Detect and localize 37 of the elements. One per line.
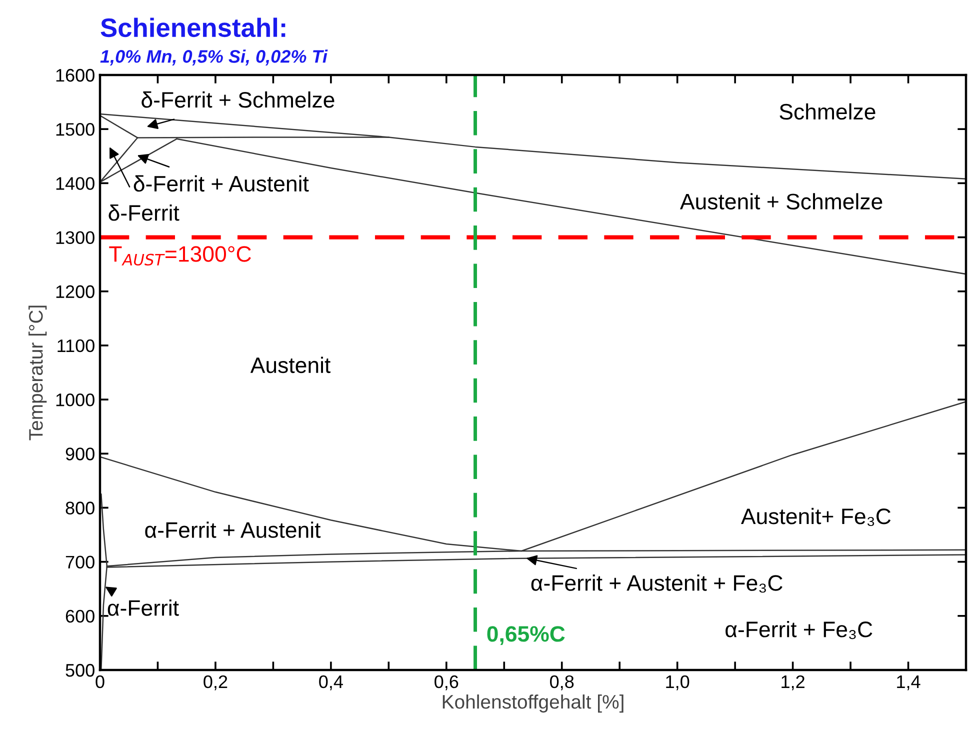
x-tick-label: 0,8	[550, 675, 574, 690]
annotation: δ-Ferrit + Schmelze	[142, 91, 334, 108]
y-axis-title: Temperatur [°C]	[28, 306, 47, 440]
x-axis-title: Kohlenstoffgehalt [%]	[442, 694, 624, 713]
y-tick-label: 900	[66, 448, 94, 460]
chart-subtitle: 1,0% Mn, 0,5% Si, 0,02% Ti	[100, 50, 328, 66]
x-tick-label: 1,0	[666, 675, 690, 690]
ref-line-label: T$_{AUST}$=1300°C	[109, 246, 251, 266]
annotation: δ-Ferrit	[108, 204, 180, 221]
annotation: α-Ferrit + Austenit	[145, 522, 321, 538]
y-tick-label: 1100	[58, 339, 94, 352]
y-tick-label: 1200	[56, 285, 94, 298]
annotation: δ-Ferrit + Austenit	[134, 175, 309, 192]
annotation: α-Ferrit + Austenit + Fe₃C	[531, 574, 782, 593]
y-tick-label: 700	[66, 556, 94, 569]
annotation: Austenit	[250, 356, 331, 374]
x-tick-label: 0,4	[319, 675, 343, 690]
y-tick-label: 1300	[56, 231, 94, 244]
annotation: α-Ferrit	[108, 600, 179, 616]
y-tick-label: 1500	[56, 123, 94, 136]
y-tick-label: 500	[66, 664, 94, 677]
y-tick-label: 1000	[56, 393, 94, 406]
annotation: Austenit+ Fe₃C	[740, 508, 891, 526]
x-tick-label: 0	[96, 675, 104, 688]
annotation: Schmelze	[780, 103, 876, 120]
y-tick-label: 1600	[56, 68, 94, 82]
x-tick-label: 0,6	[434, 675, 458, 690]
y-tick-label: 600	[66, 610, 94, 623]
x-tick-label: 1,2	[782, 675, 804, 690]
chart-title: Schienenstahl:	[100, 18, 286, 38]
x-tick-label: 1,4	[897, 676, 920, 690]
annotation: Austenit + Schmelze	[680, 193, 882, 210]
y-tick-label: 800	[66, 502, 94, 514]
ref-line-label: 0,65%C	[487, 626, 565, 646]
y-tick-label: 1400	[56, 177, 94, 190]
x-tick-label: 0,2	[204, 675, 228, 690]
annotation: α-Ferrit + Fe₃C	[726, 620, 872, 640]
